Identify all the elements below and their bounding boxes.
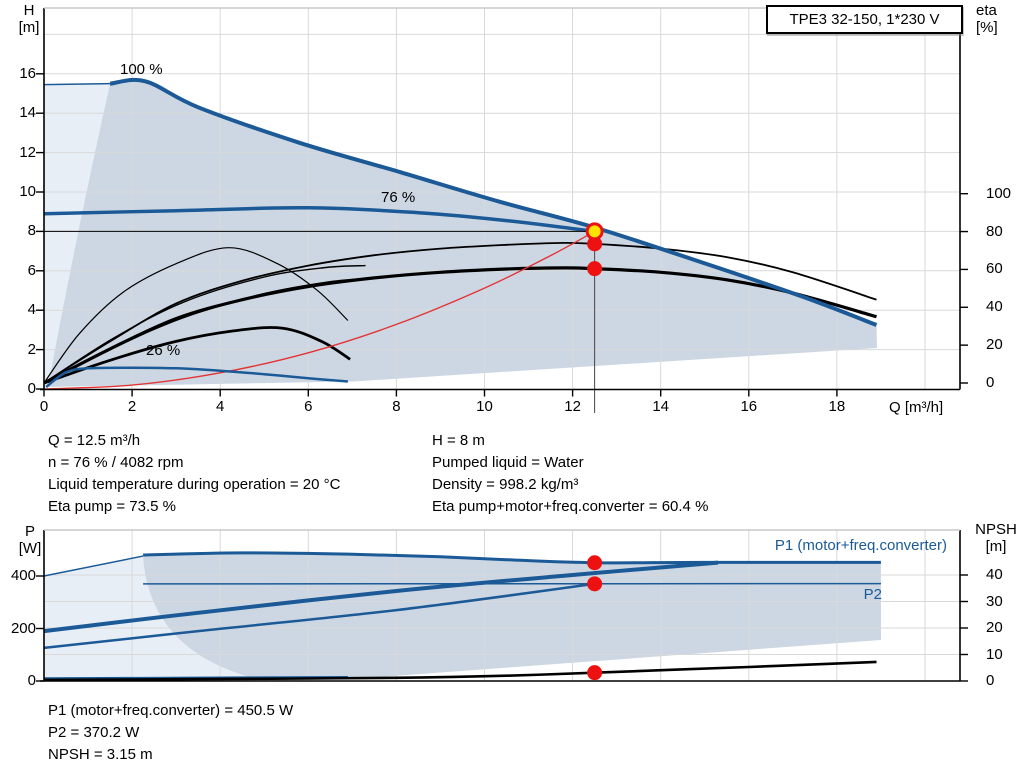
p1-curve bbox=[143, 551, 881, 565]
result-p2: P2 = 370.2 W bbox=[48, 724, 140, 741]
npsh-dot bbox=[587, 665, 603, 681]
p1-envelope-left-line bbox=[43, 555, 144, 577]
pump-title-box: TPE3 32-150, 1*230 V bbox=[766, 5, 963, 34]
eta-total-curve bbox=[43, 266, 877, 385]
bottom-left-axis-label: P [W] bbox=[12, 523, 48, 557]
h-axis-unit: [m] bbox=[18, 19, 40, 36]
head-curve-26pct bbox=[45, 366, 348, 389]
q-axis-tick-label: 12 bbox=[564, 398, 581, 415]
p-axis-tick-label: 400 bbox=[10, 567, 36, 584]
pump-title: TPE3 32-150, 1*230 V bbox=[789, 11, 940, 28]
top-chart-curves bbox=[43, 77, 878, 390]
npsh-axis-tick-label: 10 bbox=[986, 645, 1003, 663]
h-axis-tick-label: 2 bbox=[27, 340, 36, 358]
npsh-curve bbox=[43, 660, 877, 682]
q-axis-tick-label: 6 bbox=[304, 398, 313, 415]
info-liquid-temp: Liquid temperature during operation = 20… bbox=[48, 476, 341, 493]
q-axis-tick-label: 8 bbox=[392, 398, 401, 415]
h-axis-symbol: H bbox=[23, 2, 35, 19]
h-axis-tick-label: 10 bbox=[19, 183, 36, 200]
operating-point-markers bbox=[585, 222, 604, 681]
p-axis-tick-label: 0 bbox=[27, 672, 36, 689]
head-curve-76pct bbox=[43, 206, 595, 234]
p1-curve-label: P1 (motor+freq.converter) bbox=[774, 537, 947, 554]
npsh-axis-symbol: NPSH bbox=[975, 521, 1017, 538]
p-axis-symbol: P bbox=[24, 523, 35, 540]
npsh-axis-tick-label: 20 bbox=[986, 619, 1003, 636]
eta-axis-tick-label: 60 bbox=[986, 260, 1003, 278]
eta-pump-full-speed-curve bbox=[43, 247, 349, 384]
eta-total-dot bbox=[587, 261, 603, 277]
h-axis-tick-label: 14 bbox=[19, 104, 36, 122]
p2-rising-curve bbox=[43, 582, 595, 650]
info-density: Density = 998.2 kg/m³ bbox=[432, 476, 579, 493]
q-axis-tick-label: 4 bbox=[216, 398, 225, 415]
curve-label-100pct: 100 % bbox=[120, 61, 163, 78]
npsh-axis-tick-label: 30 bbox=[986, 592, 1003, 610]
h-axis-tick-label: 6 bbox=[27, 261, 36, 279]
q-axis-tick-label: 16 bbox=[740, 398, 758, 415]
result-p1: P1 (motor+freq.converter) = 450.5 W bbox=[48, 702, 294, 719]
bottom-chart-curves bbox=[43, 551, 881, 682]
h-axis-tick-label: 4 bbox=[27, 301, 36, 319]
curve-label-26pct: 26 % bbox=[146, 342, 181, 359]
p-axis-unit: [W] bbox=[18, 540, 42, 557]
npsh-axis-unit: [m] bbox=[985, 538, 1007, 555]
top-envelope-light-fill bbox=[44, 84, 110, 388]
h-axis-tick-label: 8 bbox=[27, 222, 36, 240]
curve-label-76pct: 76 % bbox=[381, 189, 416, 206]
h-axis-tick-label: 0 bbox=[27, 380, 36, 397]
p-axis-tick-label: 200 bbox=[10, 619, 36, 637]
eta-axis-tick-label: 80 bbox=[986, 222, 1003, 240]
info-eta-total: Eta pump+motor+freq.converter = 60.4 % bbox=[432, 498, 709, 515]
q-axis-tick-label: 2 bbox=[127, 398, 137, 415]
h-axis-tick-label: 16 bbox=[19, 64, 36, 82]
bottom-right-axis-label: NPSH [m] bbox=[968, 521, 1024, 555]
info-pumped-liquid: Pumped liquid = Water bbox=[432, 454, 584, 471]
h-axis-tick-label: 12 bbox=[19, 143, 36, 161]
p2-dot bbox=[587, 576, 603, 592]
eta-pump-dot bbox=[587, 236, 603, 252]
p1-rising-curve bbox=[43, 560, 719, 634]
eta-axis-tick-label: 20 bbox=[986, 336, 1003, 354]
q-axis-tick-label: 0 bbox=[39, 398, 49, 415]
axis-tick-marks bbox=[36, 73, 968, 682]
info-h: H = 8 m bbox=[432, 432, 485, 449]
top-left-axis-label: H [m] bbox=[10, 2, 48, 36]
p2-curve-label: P2 bbox=[863, 586, 882, 603]
eta-total-min-speed-curve bbox=[43, 326, 351, 385]
eta-pump-reduced-speed-curve bbox=[43, 264, 366, 384]
bottom-chart-gridlines bbox=[44, 530, 960, 681]
head-envelope-left-line bbox=[43, 82, 111, 86]
npsh-axis-tick-label: 0 bbox=[986, 672, 995, 689]
npsh-axis-tick-label: 40 bbox=[986, 566, 1003, 583]
eta-pump-curve bbox=[43, 241, 877, 384]
top-right-axis-label: eta [%] bbox=[972, 2, 1022, 36]
result-npsh: NPSH = 3.15 m bbox=[48, 746, 153, 763]
q-axis-tick-label: 10 bbox=[476, 398, 493, 415]
info-eta-pump: Eta pump = 73.5 % bbox=[48, 498, 176, 515]
p1-dot bbox=[587, 555, 603, 571]
q-axis-tick-label: 18 bbox=[828, 398, 846, 415]
eta-axis-tick-label: 0 bbox=[986, 374, 995, 391]
eta-axis-tick-label: 40 bbox=[986, 298, 1003, 316]
eta-axis-unit: [%] bbox=[976, 19, 998, 36]
q-axis-tick-label: 14 bbox=[652, 398, 670, 415]
duty-point-dot bbox=[585, 222, 604, 241]
eta-axis-tick-label: 100 bbox=[986, 184, 1012, 202]
info-speed: n = 76 % / 4082 rpm bbox=[48, 454, 184, 471]
info-q: Q = 12.5 m³/h bbox=[48, 432, 141, 449]
bottom-envelope-dark-fill bbox=[143, 552, 881, 681]
control-curve bbox=[43, 230, 595, 390]
head-curve-100pct bbox=[109, 77, 878, 327]
top-chart-gridlines bbox=[44, 8, 960, 389]
x-axis-label: Q [m³/h] bbox=[889, 399, 944, 416]
eta-axis-symbol: eta bbox=[976, 2, 997, 19]
